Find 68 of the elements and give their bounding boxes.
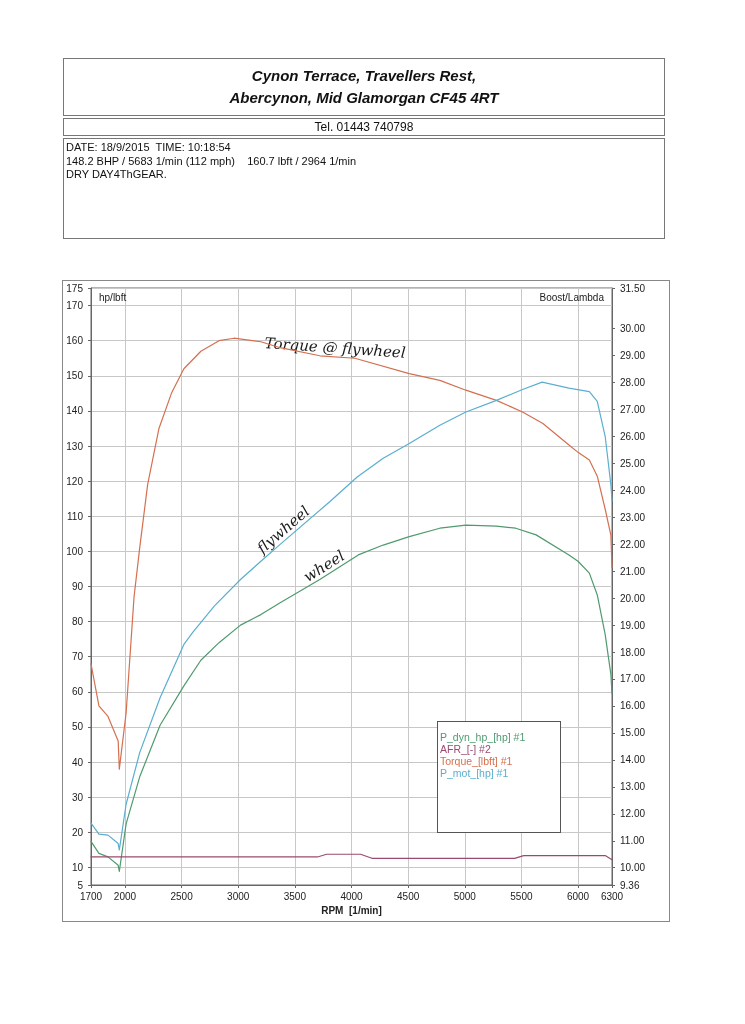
annotation: Torque @ flywheel bbox=[264, 333, 407, 362]
y2-tick-label: 11.00 bbox=[620, 835, 645, 847]
y-tick-label: 175 bbox=[66, 282, 84, 294]
y-tick-label: 60 bbox=[71, 686, 84, 698]
y2-tick-label: 26.00 bbox=[620, 430, 646, 442]
y-tick-label: 10 bbox=[71, 861, 84, 873]
y2-tick-label: 9.36 bbox=[620, 879, 640, 891]
y-tick-label: 40 bbox=[71, 756, 84, 768]
y-tick-label: 140 bbox=[66, 405, 84, 417]
text: P_mot_[hp] #1 bbox=[440, 767, 509, 779]
y2-tick-label: 10.00 bbox=[620, 862, 646, 874]
y2-tick-label: 20.00 bbox=[620, 592, 646, 604]
line-series bbox=[90, 337, 613, 770]
y2-tick-label: 31.50 bbox=[620, 282, 646, 294]
y2-tick-label: 14.00 bbox=[620, 754, 646, 766]
y-tick-label: 130 bbox=[66, 440, 84, 452]
y2-tick-label: 23.00 bbox=[620, 511, 646, 523]
line-series bbox=[90, 381, 613, 851]
text: AFR_[-] #2 bbox=[440, 743, 491, 755]
text: DRY DAY4ThGEAR. bbox=[66, 168, 168, 182]
x-tick-label: 6000 bbox=[566, 890, 590, 902]
y2-tick-label: 12.00 bbox=[620, 808, 646, 820]
y-tick-label: 30 bbox=[71, 791, 84, 803]
x-tick-label: 3500 bbox=[283, 890, 307, 902]
x-tick-label: 6300 bbox=[600, 890, 624, 902]
y-tick-label: 160 bbox=[66, 335, 84, 347]
y2-tick-label: 22.00 bbox=[620, 538, 646, 550]
text: 148.2 BHP / 5683 1/min (112 mph) 160.7 lbft / 2964 1/min bbox=[66, 154, 358, 168]
y2-tick-label: 18.00 bbox=[620, 646, 646, 658]
x-tick-label: 2500 bbox=[170, 890, 194, 902]
y2-tick-label: 17.00 bbox=[620, 673, 646, 685]
y-axis-title: hp/lbft bbox=[99, 291, 127, 303]
y2-tick-label: 19.00 bbox=[620, 619, 646, 631]
y-tick-label: 70 bbox=[71, 651, 84, 663]
text: P_dyn_hp_[hp] #1 bbox=[440, 731, 526, 743]
x-tick-label: 5000 bbox=[453, 890, 477, 902]
chart-subtitle: Tel. 01443 740798 bbox=[63, 118, 665, 136]
x-tick-label: 1700 bbox=[79, 890, 103, 902]
y-tick-label: 170 bbox=[66, 300, 84, 312]
text: Torque_[lbft] #1 bbox=[440, 755, 513, 767]
y-tick-label: 20 bbox=[71, 826, 84, 838]
x-axis-title: RPM [1/min] bbox=[321, 905, 382, 917]
y2-tick-label: 28.00 bbox=[620, 376, 646, 388]
y2-tick-label: 13.00 bbox=[620, 781, 646, 793]
y-tick-label: 80 bbox=[71, 616, 84, 628]
y2-tick-label: 15.00 bbox=[620, 727, 646, 739]
y2-tick-label: 21.00 bbox=[620, 565, 646, 577]
y-tick-label: 110 bbox=[67, 510, 84, 522]
y-tick-label: 120 bbox=[66, 475, 84, 487]
y-tick-label: 5 bbox=[77, 879, 84, 891]
x-tick-label: 2000 bbox=[113, 890, 137, 902]
y2-tick-label: 16.00 bbox=[620, 700, 646, 712]
y2-tick-label: 27.00 bbox=[620, 403, 646, 415]
x-tick-label: 4000 bbox=[340, 890, 364, 902]
y-tick-label: 90 bbox=[71, 581, 84, 592]
x-tick-label: 4500 bbox=[397, 890, 420, 902]
chart-title: Cynon Terrace, Travellers Rest, Abercynon, Mid Glamorgan CF45 4RT bbox=[228, 66, 501, 108]
y2-tick-label: 30.00 bbox=[620, 322, 646, 334]
x-tick-label: 5500 bbox=[510, 890, 533, 902]
y-tick-label: 150 bbox=[66, 370, 84, 382]
y2-tick-label: 24.00 bbox=[620, 484, 646, 496]
y-tick-label: 100 bbox=[66, 545, 84, 557]
y2-tick-label: 29.00 bbox=[620, 349, 646, 361]
y2-axis-title: Boost/Lambda bbox=[539, 291, 605, 303]
y-tick-label: 50 bbox=[71, 721, 84, 733]
y2-tick-label: 25.00 bbox=[620, 457, 646, 469]
x-tick-label: 3000 bbox=[227, 890, 250, 902]
text: DATE: 18/9/2015 TIME: 10:18:54 bbox=[66, 141, 232, 155]
